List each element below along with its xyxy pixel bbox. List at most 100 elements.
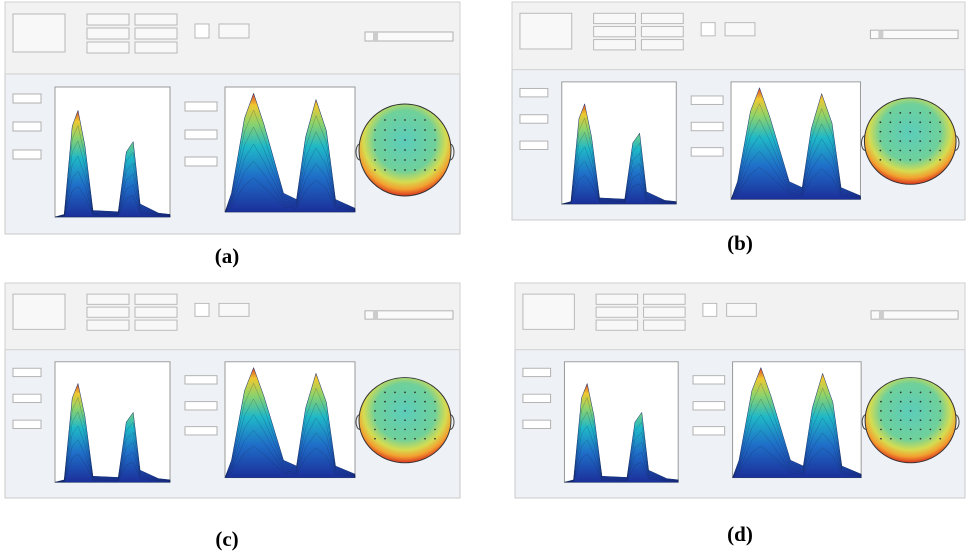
slider [364,31,454,42]
electrode [899,410,902,412]
dropdown [690,147,724,157]
panels [4,1,966,499]
electrode [889,121,892,124]
electrode [889,400,892,403]
electrode [929,121,932,124]
electrode [434,129,436,131]
electrode [414,169,416,171]
spectrum-surface [561,102,677,205]
channel-button [134,306,178,318]
electrode [939,419,942,421]
slider-thumb [373,310,378,320]
electrode [880,410,882,412]
slider-thumb [373,32,378,41]
electrode [384,129,386,131]
electrode [899,130,902,133]
electrode [424,159,426,161]
electrode [899,149,902,152]
electrode [919,112,922,114]
dropdown [184,129,218,140]
electrode [889,130,892,133]
dropdown [184,156,218,167]
electrode [394,437,396,440]
dropdown [690,121,724,132]
electrode [880,400,882,403]
channel-button [86,41,130,54]
panel-label: (c) [215,527,238,551]
contour-line [224,382,356,478]
electrode [424,400,426,403]
electrode [929,130,932,133]
contour-line [224,126,356,213]
contour-line [732,398,862,478]
electrode [939,159,942,161]
gui-screenshot [4,282,461,499]
set-button [218,302,250,317]
electrode [889,391,892,394]
channel-button [595,306,639,318]
dropdown [12,419,42,429]
contour-line [224,143,356,213]
panel-label: (d) [727,522,753,546]
gui-screenshot [514,282,966,499]
slider-thumb [878,310,884,320]
spectrum-surface [564,382,679,483]
electrode [424,129,426,131]
electrode [374,410,376,412]
start-button [519,12,573,50]
electrode [384,410,386,412]
electrode [394,410,396,412]
electrode [384,437,386,440]
contour-line [730,119,861,200]
electrode [919,159,922,161]
channel-button [593,39,636,51]
electrode [404,419,406,421]
dropdown [692,401,726,411]
dropdown [519,87,549,98]
electrode [919,391,922,394]
channel-button [640,39,684,51]
contour-line [561,160,677,205]
electrode [929,159,932,161]
electrode [394,428,396,431]
contour-line [54,439,171,483]
electrode [434,419,436,421]
electrode [889,419,892,421]
set-button [726,302,757,317]
electrode [919,400,922,403]
dropdown [12,121,42,132]
electrode [899,140,902,142]
channel-button [593,12,636,25]
input-box [194,302,210,317]
contour-line [732,414,862,478]
channel-button [86,306,130,318]
electrode [404,139,406,141]
dropdown [12,393,42,404]
electrode [889,428,892,431]
electrode [879,121,882,124]
electrode [404,400,406,403]
electrode [434,139,436,141]
electrode [879,159,882,161]
electrode [909,400,912,403]
electrode [374,149,376,151]
electrode [909,410,912,412]
electrode [879,130,882,133]
electrode [939,400,942,403]
electrode [939,121,942,124]
input-box [700,22,716,37]
electrode [394,391,396,394]
contour-line [564,439,679,483]
electrode [434,159,436,161]
electrode [929,149,932,152]
dropdown [522,419,552,429]
electrode [929,140,932,142]
electrode [434,169,436,171]
electrode [929,391,932,394]
electrode [929,400,932,403]
contour-line [224,398,356,478]
spectrum-surface [730,87,861,200]
electrode [434,410,436,412]
electrode [414,149,416,151]
